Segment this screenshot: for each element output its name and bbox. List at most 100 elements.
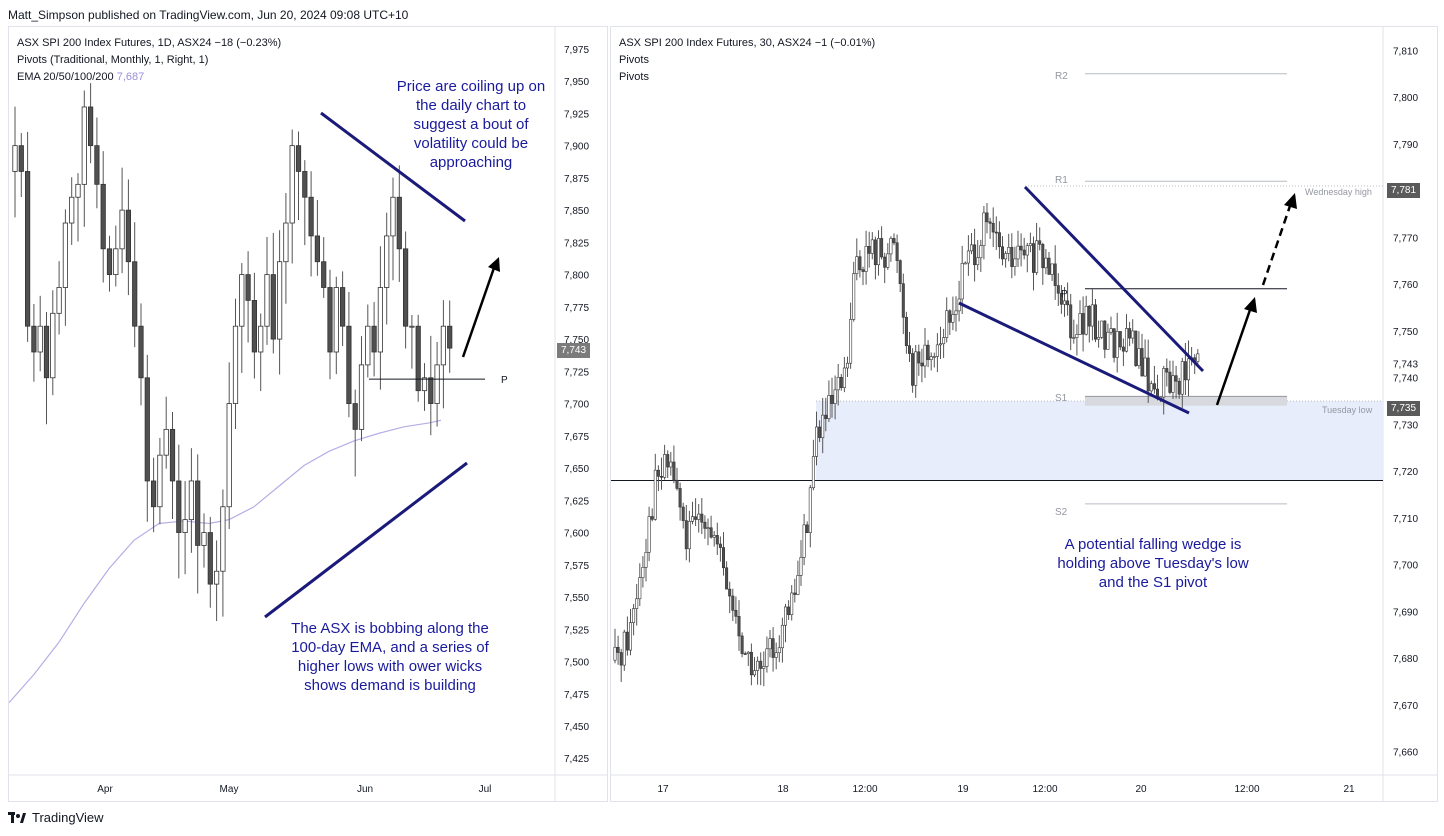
intraday-candle-body [994,231,998,234]
intraday-candle-body [883,256,887,268]
intraday-candle-body [1124,328,1128,352]
daily-candle-body [207,532,213,585]
daily-candle-body [377,287,384,353]
tradingview-footer[interactable]: TradingView [8,810,104,825]
intraday-candle-body [1090,304,1094,327]
pivot-p-label: P [1061,289,1068,300]
intraday-candle-body [1069,304,1073,339]
intraday-candle-body [1047,257,1051,275]
left-pivots-label: Pivots (Traditional, Monthly, 1, Right, … [17,54,209,66]
right-y-tick-label: 7,790 [1393,140,1418,151]
intraday-candle-body [1066,300,1070,306]
right-y-tick-label: 7,743 [1393,360,1418,371]
intraday-candle-body [731,595,735,611]
right-y-tick-label: 7,660 [1393,748,1418,759]
intraday-candle-body [799,557,803,576]
pivot-s1-band [1085,396,1287,406]
intraday-candle-body [740,635,744,654]
left-chart-canvas[interactable]: 7,975 7,950 7,925 7,900 7,875 7,850 7,825 7,800… [9,27,607,801]
intraday-candle-body [1004,253,1008,260]
daily-candle-body [43,325,50,379]
daily-candle-body [132,261,138,327]
intraday-candle-body [632,608,636,623]
left-arrow-shaft [461,264,497,358]
intraday-candle-body [914,351,918,386]
daily-candle-body [88,106,94,147]
right-chart-canvas[interactable]: 7,810 7,800 7,790 7,770 7,760 7,750 7,740 7,730… [611,27,1437,801]
intraday-candle-body [839,377,843,388]
intraday-candle-body [836,377,840,391]
intraday-candle-body [672,461,676,481]
daily-candle-body [213,570,220,585]
daily-candle-body [163,428,169,456]
publisher-header: Matt_Simpson published on TradingView.co… [8,8,409,22]
daily-candle-body [308,196,314,237]
intraday-candle-body [824,414,828,419]
wedge-upper-line [1023,185,1205,373]
intraday-candle-body [852,273,856,320]
intraday-candle-body [1022,249,1026,256]
right-chart-panel[interactable]: 7,810 7,800 7,790 7,770 7,760 7,750 7,740 7,730… [610,26,1438,802]
intraday-candle-body [951,314,955,323]
tradingview-brand: TradingView [32,810,104,825]
intraday-candle-body [855,256,859,274]
intraday-candle-body [641,567,645,578]
intraday-candle-body [898,260,902,284]
intraday-candle-body [1165,368,1169,373]
intraday-candle-body [675,479,679,489]
demand-zone [816,401,1383,481]
intraday-candle-body [923,344,927,367]
intraday-candle-body [969,244,973,252]
daily-candle-body [62,222,69,288]
intraday-candle-body [926,344,930,361]
intraday-candle-body [638,577,642,600]
right-y-tick-label: 7,750 [1393,327,1418,338]
intraday-candle-body [849,319,853,364]
daily-candle-body [447,325,453,349]
intraday-candle-body [666,454,670,468]
intraday-candle-body [1084,305,1088,335]
pivot-r1-label: R1 [1055,175,1068,186]
daily-candle-body [12,145,18,172]
intraday-candle-body [889,238,893,255]
daily-candle-body [18,145,24,172]
intraday-candle-body [706,527,710,530]
intraday-candle-body [920,362,924,367]
intraday-candle-body [988,221,992,224]
intraday-candle-body [753,670,757,676]
daily-candle-body [428,377,434,404]
intraday-candle-body [815,426,819,457]
daily-candle-body [245,274,251,301]
intraday-candle-body [650,516,654,520]
daily-candle-body [157,454,163,508]
intraday-candle-body [728,588,732,597]
intraday-candle-body [929,356,933,361]
intraday-candle-body [722,547,726,569]
left-y-tick-label: 7,650 [564,464,589,475]
intraday-candle-body [870,239,874,254]
daily-candle-body [106,248,113,276]
left-y-tick-label: 7,750 [564,335,589,346]
left-y-tick-label: 7,775 [564,303,589,314]
right-pivots-label-1: Pivots [619,54,649,66]
intraday-candle-body [901,283,905,318]
intraday-candle-body [1078,313,1082,335]
intraday-candle-body [659,476,663,478]
left-chart-legend: ASX SPI 200 Index Futures, 1D, ASX24 −18… [17,35,281,86]
intraday-candle-body [948,310,952,323]
left-y-tick-label: 7,900 [564,142,589,153]
right-symbol-label: ASX SPI 200 Index Futures, 30, ASX24 [619,37,812,49]
intraday-candle-body [805,524,809,533]
intraday-candle-body [867,246,871,254]
intraday-candle-body [861,269,865,272]
left-y-tick-label: 7,725 [564,367,589,378]
intraday-candle-body [768,638,772,650]
left-chart-panel[interactable]: 7,975 7,950 7,925 7,900 7,875 7,850 7,825 7,800… [8,26,608,802]
intraday-candle-body [833,389,837,404]
daily-candle-body [421,377,428,392]
intraday-candle-body [1059,292,1063,305]
intraday-candle-body [1007,247,1011,254]
daily-candle-body [100,183,106,250]
intraday-candle-body [811,456,815,489]
intraday-candle-body [1050,263,1054,275]
